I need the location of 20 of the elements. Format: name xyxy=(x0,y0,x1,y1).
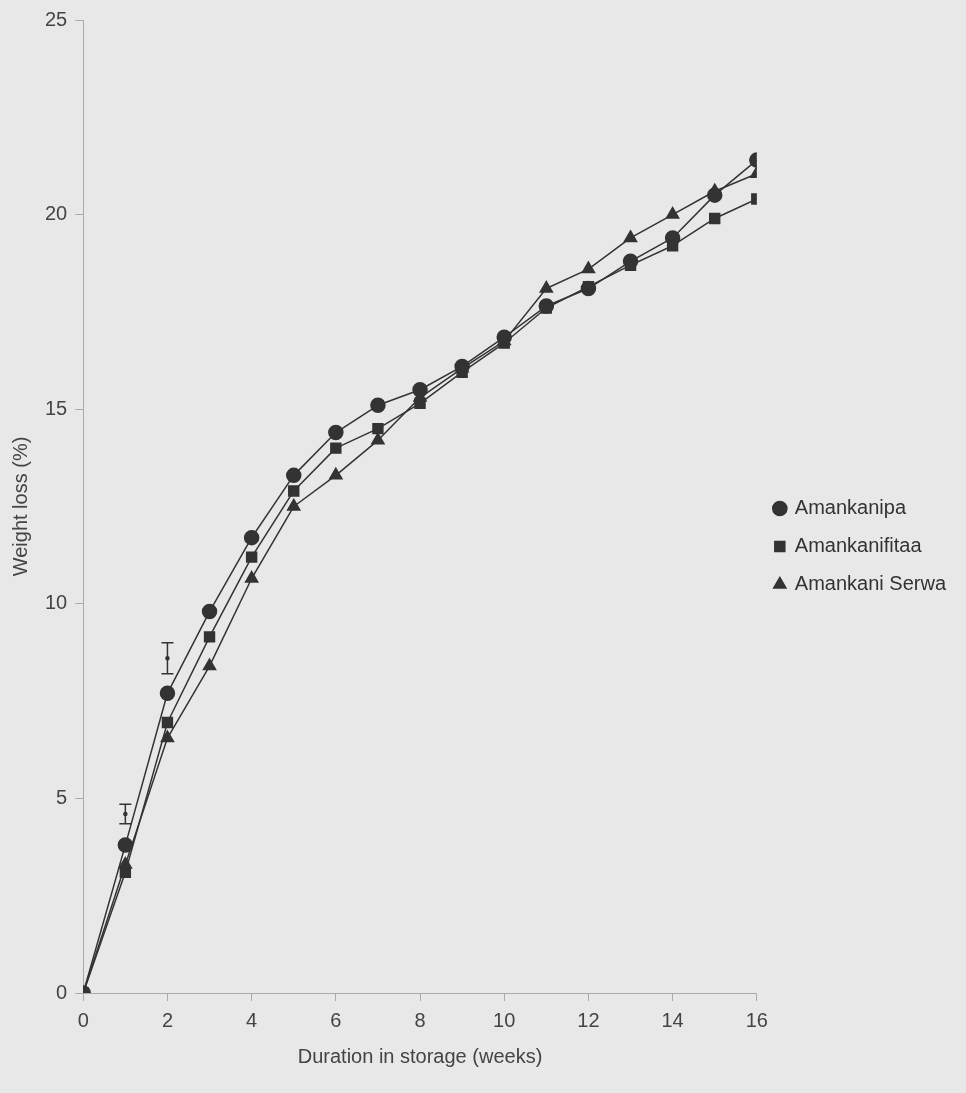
legend-label: Amankani Serwa xyxy=(794,572,947,595)
x-tick-label: 6 xyxy=(330,1008,342,1031)
y-tick-label: 15 xyxy=(45,396,68,419)
x-axis-title: Duration in storage (weeks) xyxy=(297,1044,543,1067)
x-tick-label: 14 xyxy=(661,1008,684,1031)
x-tick-label: 16 xyxy=(745,1008,768,1031)
y-tick-label: 0 xyxy=(56,980,68,1003)
y-tick-label: 20 xyxy=(45,202,68,225)
legend-label: Amankanipa xyxy=(794,496,907,519)
x-tick-label: 2 xyxy=(161,1008,174,1031)
y-axis-title: Weight loss (%) xyxy=(8,436,31,577)
y-tick-label: 25 xyxy=(45,7,68,30)
x-tick-label: 0 xyxy=(77,1008,89,1031)
x-tick-label: 4 xyxy=(246,1008,258,1031)
y-tick-label: 10 xyxy=(45,591,68,614)
x-tick-label: 8 xyxy=(414,1008,426,1031)
y-tick-label: 5 xyxy=(56,785,68,808)
x-tick-label: 10 xyxy=(493,1008,516,1031)
x-tick-label: 12 xyxy=(577,1008,600,1031)
legend-label: Amankanifitaa xyxy=(794,534,923,557)
